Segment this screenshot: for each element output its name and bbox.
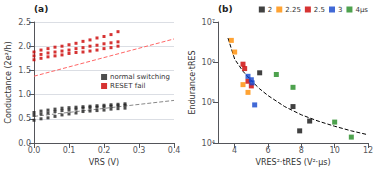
svg-text:10: 10 xyxy=(330,146,340,155)
svg-text:0.2: 0.2 xyxy=(98,146,111,155)
svg-text:10⁴: 10⁴ xyxy=(202,139,215,148)
svg-text:Endurance·tRES: Endurance·tRES xyxy=(188,50,197,114)
svg-text:2.5: 2.5 xyxy=(314,6,325,14)
svg-text:2.0: 2.0 xyxy=(18,42,31,51)
svg-text:1.5: 1.5 xyxy=(18,66,31,75)
svg-text:0.5: 0.5 xyxy=(18,114,31,123)
svg-text:RESET fail: RESET fail xyxy=(110,82,145,90)
svg-text:10⁵: 10⁵ xyxy=(202,98,215,107)
svg-text:4: 4 xyxy=(232,146,237,155)
svg-text:8: 8 xyxy=(299,146,304,155)
svg-text:0.1: 0.1 xyxy=(63,146,76,155)
svg-text:2: 2 xyxy=(268,6,272,14)
svg-text:VRES²·tRES (V²·μs): VRES²·tRES (V²·μs) xyxy=(255,158,330,167)
svg-text:normal switching: normal switching xyxy=(110,73,170,81)
svg-text:0.3: 0.3 xyxy=(133,146,146,155)
svg-text:10⁷: 10⁷ xyxy=(202,18,215,27)
svg-text:2.5: 2.5 xyxy=(18,18,31,27)
svg-text:1.0: 1.0 xyxy=(18,90,31,99)
svg-text:4μs: 4μs xyxy=(355,6,368,14)
svg-text:12: 12 xyxy=(363,146,373,155)
svg-text:Conductance (2e²/h): Conductance (2e²/h) xyxy=(4,41,13,123)
svg-text:VRS (V): VRS (V) xyxy=(89,158,119,167)
svg-text:(a): (a) xyxy=(34,4,48,14)
svg-text:3: 3 xyxy=(338,6,342,14)
svg-text:0.0: 0.0 xyxy=(28,146,41,155)
svg-text:0.0: 0.0 xyxy=(18,138,31,148)
svg-text:6: 6 xyxy=(265,146,270,155)
svg-text:0.4: 0.4 xyxy=(168,146,181,155)
svg-text:(b): (b) xyxy=(218,4,233,14)
svg-text:2.25: 2.25 xyxy=(285,6,301,14)
svg-text:10⁶: 10⁶ xyxy=(202,58,215,67)
